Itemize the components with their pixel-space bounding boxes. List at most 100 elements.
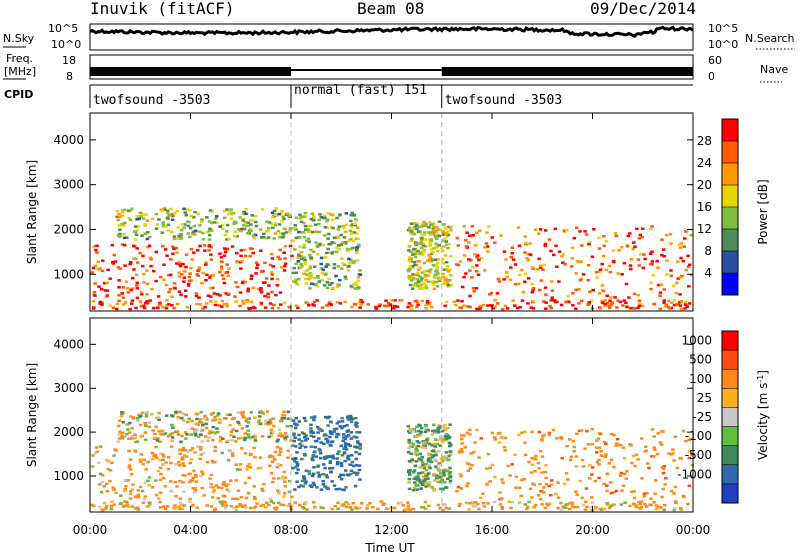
power-echo-cell [338, 302, 343, 305]
power-echo-cell [134, 273, 139, 277]
velocity-echo-cell [423, 430, 428, 434]
velocity-echo-cell [477, 507, 481, 511]
power-echo-cell [641, 266, 646, 270]
velocity-echo-cell [590, 496, 594, 499]
velocity-echo-cell [421, 442, 426, 446]
power-echo-cell [636, 258, 641, 261]
power-echo-cell [197, 268, 201, 272]
power-echo-cell [445, 261, 449, 264]
velocity-echo-cell [497, 441, 502, 444]
power-echo-cell [328, 300, 332, 304]
power-echo-cell [307, 274, 311, 278]
velocity-echo-cell [636, 458, 640, 461]
velocity-echo-cell [213, 418, 217, 422]
power-echo-cell [231, 211, 236, 215]
velocity-echo-cell [251, 435, 255, 439]
power-echo-cell [308, 267, 312, 270]
velocity-echo-cell [416, 459, 421, 462]
velocity-echo-cell [522, 478, 526, 481]
power-echo-cell [347, 257, 351, 261]
power-echo-cell [638, 302, 643, 306]
velocity-echo-cell [598, 507, 602, 511]
power-echo-cell [442, 268, 447, 271]
velocity-echo-cell [423, 481, 428, 485]
velocity-echo-cell [267, 455, 272, 459]
power-echo-cell [374, 305, 378, 309]
power-echo-cell [282, 264, 287, 268]
power-echo-cell [679, 307, 684, 311]
velocity-echo-cell [632, 496, 637, 500]
velocity-echo-cell [467, 508, 471, 511]
velocity-echo-cell [324, 437, 328, 441]
velocity-echo-cell [590, 427, 594, 431]
power-echo-cell [571, 292, 575, 295]
power-echo-cell [254, 272, 258, 275]
power-echo-cell [165, 211, 170, 214]
velocity-echo-cell [184, 455, 189, 458]
velocity-echo-cell [133, 433, 137, 436]
power-echo-cell [325, 251, 329, 255]
velocity-echo-cell [447, 472, 452, 476]
power-echo-cell [134, 238, 138, 241]
velocity-echo-cell [434, 459, 439, 463]
power-echo-cell [686, 265, 691, 268]
power-echo-cell [543, 286, 548, 289]
power-echo-cell [308, 265, 313, 268]
velocity-echo-cell [597, 463, 601, 466]
power-echo-cell [600, 284, 605, 287]
power-echo-cell [432, 225, 436, 229]
power-echo-cell [268, 263, 273, 267]
velocity-echo-cell [596, 437, 601, 440]
power-echo-cell [259, 249, 263, 252]
power-echo-cell [351, 239, 356, 243]
velocity-echo-cell [444, 455, 448, 458]
velocity-echo-cell [119, 494, 123, 497]
velocity-echo-cell [147, 476, 152, 479]
power-echo-cell [408, 265, 412, 269]
power-echo-cell [511, 258, 516, 261]
velocity-echo-cell [406, 504, 411, 507]
velocity-echo-cell [291, 467, 295, 470]
velocity-echo-cell [110, 461, 114, 465]
power-echo-cell [209, 295, 213, 298]
power-echo-cell [125, 236, 129, 239]
velocity-echo-cell [420, 483, 424, 486]
velocity-echo-cell [150, 413, 154, 416]
velocity-echo-cell [414, 435, 419, 438]
velocity-echo-cell [190, 479, 195, 482]
velocity-echo-cell [354, 450, 358, 454]
velocity-echo-cell [428, 466, 432, 470]
velocity-echo-cell [565, 444, 569, 448]
velocity-echo-cell [413, 481, 417, 484]
velocity-echo-cell [300, 457, 304, 461]
velocity-echo-cell [589, 505, 593, 509]
velocity-echo-cell [407, 459, 412, 463]
velocity-echo-cell [303, 502, 307, 506]
power-echo-cell [448, 284, 452, 287]
power-echo-cell [302, 246, 306, 249]
power-echo-cell [652, 303, 656, 306]
velocity-echo-cell [213, 445, 217, 449]
velocity-echo-cell [260, 435, 265, 438]
power-echo-cell [475, 231, 479, 234]
velocity-echo-cell [507, 500, 512, 504]
velocity-echo-cell [309, 431, 313, 434]
power-echo-cell [177, 290, 182, 293]
velocity-echo-cell [675, 466, 680, 470]
velocity-echo-cell [170, 423, 174, 427]
power-echo-cell [225, 263, 229, 266]
velocity-echo-cell [116, 440, 120, 443]
power-echo-cell [315, 299, 319, 302]
velocity-echo-cell [278, 419, 283, 423]
velocity-echo-cell [298, 442, 302, 446]
power-echo-cell [207, 238, 212, 241]
velocity-echo-cell [261, 412, 265, 415]
power-echo-cell [626, 234, 630, 238]
velocity-echo-cell [260, 410, 264, 413]
power-echo-cell [442, 223, 446, 226]
power-echo-cell [420, 299, 424, 303]
power-echo-cell [416, 230, 421, 233]
velocity-echo-cell [286, 410, 290, 414]
velocity-echo-cell [446, 427, 450, 430]
velocity-echo-cell [412, 469, 417, 472]
